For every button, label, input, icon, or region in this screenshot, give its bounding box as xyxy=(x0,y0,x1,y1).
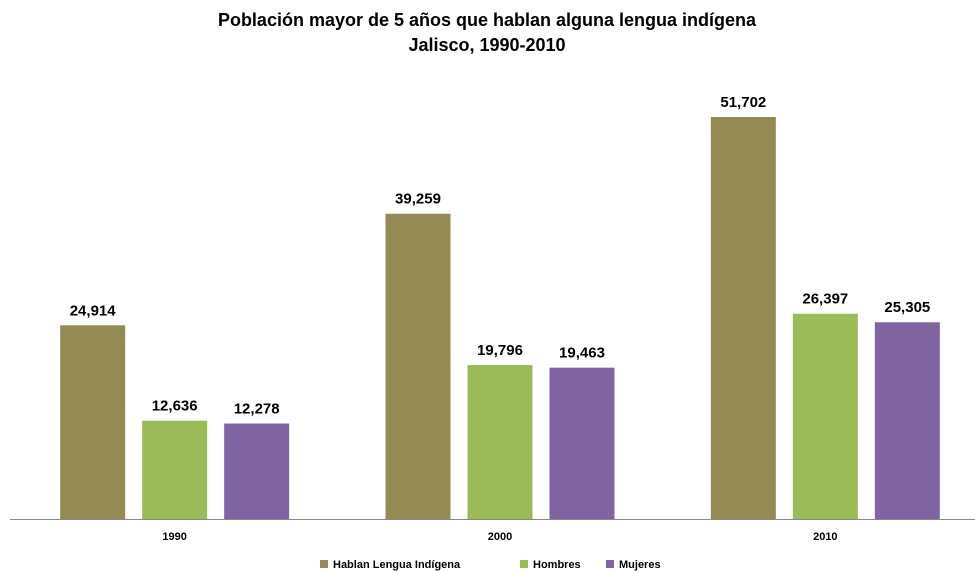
chart-subtitle: Jalisco, 1990-2010 xyxy=(408,35,565,55)
value-label: 24,914 xyxy=(70,302,117,319)
x-tick-label: 2010 xyxy=(813,531,837,543)
bar xyxy=(385,213,451,519)
value-label: 19,796 xyxy=(477,342,523,359)
value-label: 12,636 xyxy=(152,398,198,415)
chart-title: Población mayor de 5 años que hablan alg… xyxy=(218,10,757,30)
value-label: 12,278 xyxy=(234,401,280,418)
value-label: 25,305 xyxy=(884,299,930,316)
legend-label: Hablan Lengua Indígena xyxy=(333,559,461,571)
value-label: 26,397 xyxy=(802,291,848,308)
bar xyxy=(467,365,533,519)
bar xyxy=(60,325,126,519)
legend-swatch xyxy=(606,560,614,568)
x-tick-label: 1990 xyxy=(162,531,186,543)
value-label: 19,463 xyxy=(559,345,605,362)
legend-swatch xyxy=(320,560,328,568)
bar xyxy=(549,367,615,519)
value-label: 39,259 xyxy=(395,191,441,208)
bar xyxy=(142,420,208,519)
legend-label: Hombres xyxy=(533,559,581,571)
bar xyxy=(710,117,776,519)
legend-swatch xyxy=(520,560,528,568)
value-label: 51,702 xyxy=(720,94,766,111)
bar xyxy=(874,322,940,519)
bar xyxy=(224,423,290,519)
legend-label: Mujeres xyxy=(619,559,661,571)
bar xyxy=(792,313,858,519)
x-tick-label: 2000 xyxy=(488,531,512,543)
